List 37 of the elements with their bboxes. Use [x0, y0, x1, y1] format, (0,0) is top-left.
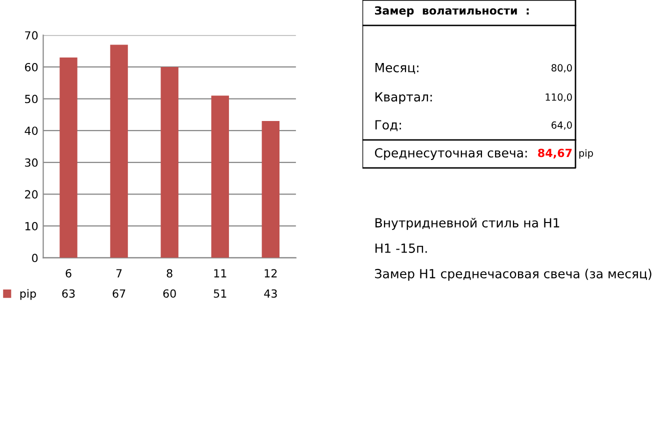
bar: [160, 66, 178, 258]
text: 64,0: [552, 121, 572, 130]
text: H1 -15п.: [375, 244, 427, 253]
text: Среднесуточная свеча:: [374, 148, 527, 160]
bar: [60, 57, 78, 258]
y-tick-label: 0: [32, 254, 38, 262]
data-label: 51: [214, 289, 226, 298]
y-tick-label: 40: [24, 126, 38, 135]
x-tick-label: 8: [166, 269, 172, 278]
text: pip: [579, 149, 593, 159]
data-label: 67: [112, 289, 126, 298]
y-tick-label: 50: [25, 94, 38, 104]
text: Квартал:: [375, 92, 432, 104]
y-tick-label: 10: [25, 222, 38, 230]
bar: [262, 121, 280, 258]
data-label: 43: [264, 289, 277, 298]
y-tick-label: 20: [25, 190, 38, 199]
data-label: 63: [62, 289, 75, 298]
bar: [110, 44, 128, 258]
text: 110,0: [546, 93, 572, 102]
text: Замер H1 среднечасовая свеча (за месяц): [375, 268, 652, 281]
text: 80,0: [552, 64, 572, 72]
text: Замер волатильности :: [374, 6, 529, 17]
x-tick-label: 11: [214, 269, 226, 278]
data-label: 60: [163, 289, 176, 298]
x-tick-label: 7: [116, 269, 122, 278]
text: Месяц:: [375, 63, 418, 74]
legend-label: pip: [20, 289, 36, 300]
text: Внутридневной стиль на H1: [375, 218, 560, 230]
y-tick-label: 70: [25, 31, 38, 40]
bar: [211, 96, 229, 258]
x-tick-label: 6: [66, 269, 72, 278]
y-tick-label: 60: [25, 62, 38, 72]
text: 84,67: [538, 148, 572, 159]
x-tick-label: 12: [264, 269, 277, 278]
text: Год:: [375, 120, 401, 132]
y-tick-label: 30: [25, 158, 38, 167]
